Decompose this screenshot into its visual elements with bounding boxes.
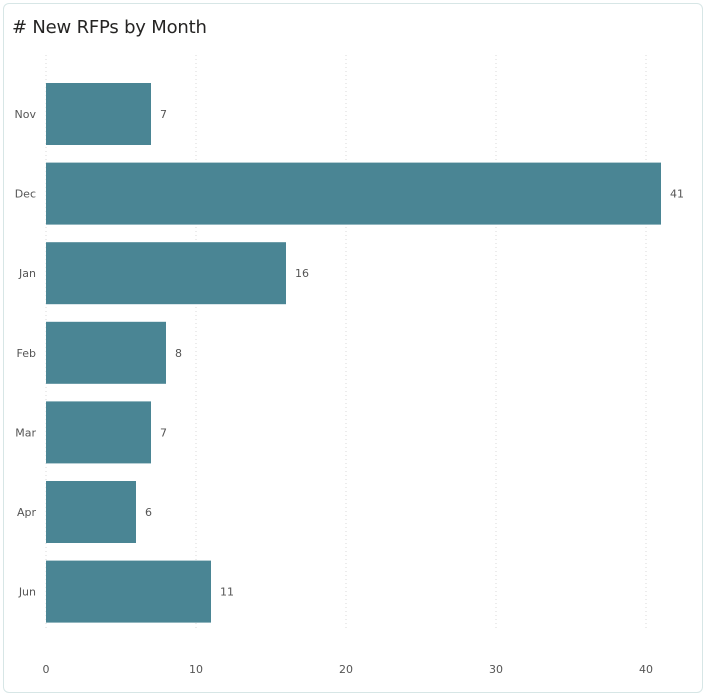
x-tick-label: 0 — [43, 663, 50, 676]
chart-title: # New RFPs by Month — [12, 17, 207, 38]
x-tick-label: 20 — [339, 663, 353, 676]
bar-nov[interactable] — [46, 83, 151, 145]
y-tick-label: Dec — [15, 188, 36, 201]
data-label: 7 — [160, 108, 167, 121]
y-tick-label: Jun — [18, 586, 36, 599]
y-tick-label: Mar — [15, 426, 36, 439]
data-label: 41 — [670, 188, 684, 201]
y-tick-label: Jan — [18, 267, 36, 280]
data-label: 16 — [295, 267, 309, 280]
bar-mar[interactable] — [46, 401, 151, 464]
bar-jun[interactable] — [46, 560, 211, 623]
y-tick-label: Apr — [17, 506, 37, 519]
bar-jan[interactable] — [46, 242, 286, 305]
bar-dec[interactable] — [46, 162, 661, 225]
y-tick-label: Nov — [15, 108, 37, 121]
bar-apr[interactable] — [46, 481, 136, 543]
x-tick-label: 10 — [189, 663, 203, 676]
y-tick-label: Feb — [17, 347, 36, 360]
x-tick-label: 40 — [639, 663, 653, 676]
bar-feb[interactable] — [46, 321, 166, 384]
data-label: 6 — [145, 506, 152, 519]
data-label: 7 — [160, 426, 167, 439]
x-tick-label: 30 — [489, 663, 503, 676]
data-label: 8 — [175, 347, 182, 360]
data-label: 11 — [220, 586, 234, 599]
